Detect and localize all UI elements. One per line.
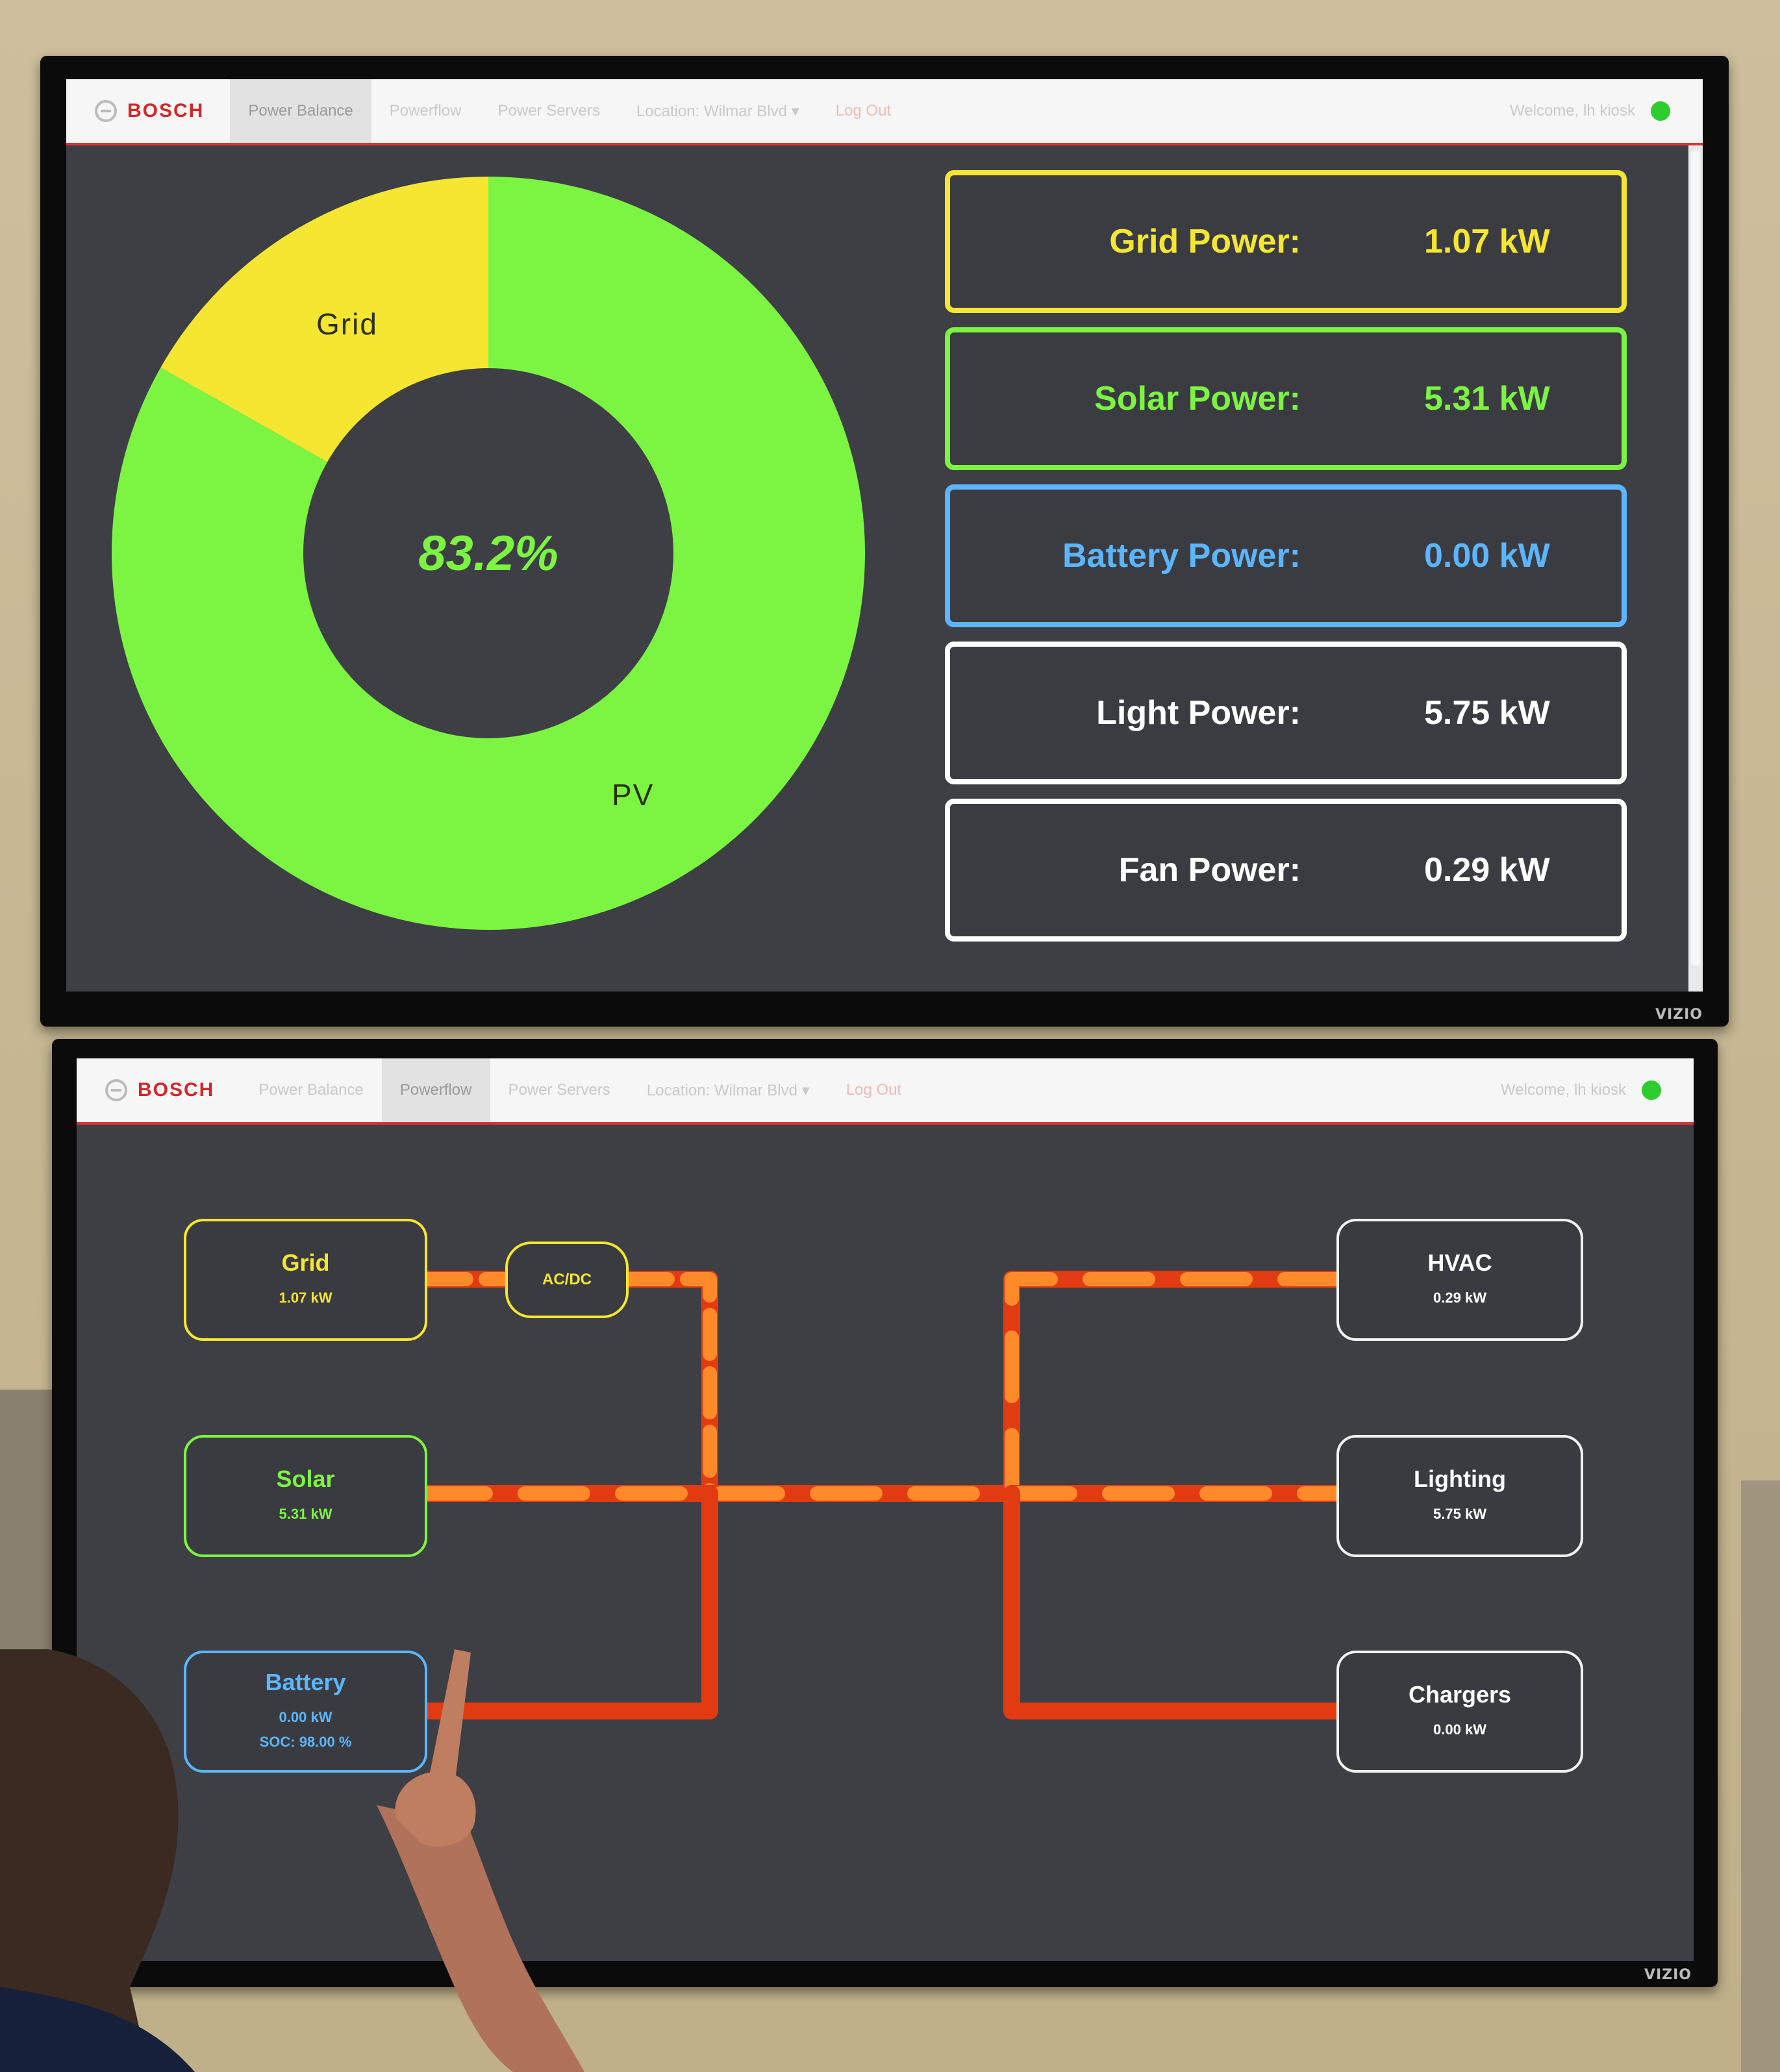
bottom-monitor: BOSCH Power Balance Powerflow Power Serv…	[52, 1039, 1718, 1987]
logo-text: BOSCH	[138, 1079, 215, 1101]
flow-bus-to-hvac	[1003, 1271, 1345, 1502]
powerflow-screen: BOSCH Power Balance Powerflow Power Serv…	[77, 1058, 1694, 1961]
welcome-text: Welcome, lh kiosk	[1501, 1081, 1626, 1099]
nav-power-servers[interactable]: Power Servers	[508, 1081, 610, 1099]
flow-grid-to-bus	[419, 1271, 718, 1502]
nav-location-dropdown[interactable]: Location: Wilmar Blvd ▾	[636, 102, 799, 120]
power-value: 0.29 kW	[1424, 851, 1550, 889]
node-value: 0.29 kW	[1433, 1290, 1486, 1306]
wall-edge	[1741, 1480, 1780, 2072]
node-name: HVAC	[1427, 1249, 1492, 1276]
hvac-node[interactable]: HVAC 0.29 kW	[1336, 1219, 1583, 1341]
fan-power-card: Fan Power: 0.29 kW	[945, 799, 1627, 942]
flow-battery-to-bus	[419, 1485, 718, 1719]
node-name: Lighting	[1414, 1466, 1506, 1492]
node-name: AC/DC	[542, 1271, 592, 1288]
user-area: Welcome, lh kiosk	[1510, 101, 1703, 121]
user-area: Welcome, lh kiosk	[1501, 1080, 1694, 1100]
node-value: 0.00 kW	[1433, 1721, 1486, 1738]
power-balance-screen: BOSCH Power Balance Powerflow Power Serv…	[66, 79, 1703, 992]
navbar: BOSCH Power Balance Powerflow Power Serv…	[77, 1058, 1694, 1125]
grid-power-card: Grid Power: 1.07 kW	[945, 170, 1627, 313]
nav-log-out[interactable]: Log Out	[835, 102, 892, 119]
flow-bus-to-chargers	[1003, 1485, 1345, 1719]
bosch-logo-icon	[105, 1079, 127, 1101]
top-monitor: BOSCH Power Balance Powerflow Power Serv…	[40, 56, 1729, 1027]
logo-text: BOSCH	[127, 100, 205, 121]
welcome-text: Welcome, lh kiosk	[1510, 102, 1635, 119]
nav-log-out[interactable]: Log Out	[846, 1081, 902, 1099]
power-label: Solar Power:	[1094, 380, 1301, 418]
grid-node[interactable]: Grid 1.07 kW	[184, 1219, 427, 1341]
lighting-node[interactable]: Lighting 5.75 kW	[1336, 1435, 1583, 1557]
chargers-node[interactable]: Chargers 0.00 kW	[1336, 1651, 1583, 1773]
navbar: BOSCH Power Balance Powerflow Power Serv…	[66, 79, 1703, 145]
slice-label-pv: PV	[612, 778, 655, 812]
logo[interactable]: BOSCH	[66, 79, 230, 143]
donut-svg	[111, 177, 866, 930]
battery-soc: SOC: 98.00 %	[259, 1734, 352, 1750]
slice-label-grid: Grid	[316, 307, 378, 341]
node-name: Grid	[281, 1249, 330, 1276]
power-value: 0.00 kW	[1424, 537, 1550, 575]
light-power-card: Light Power: 5.75 kW	[945, 642, 1627, 784]
nav-powerflow[interactable]: Powerflow	[381, 1058, 490, 1122]
battery-power-card: Battery Power: 0.00 kW	[945, 484, 1627, 627]
node-name: Battery	[265, 1669, 346, 1695]
node-name: Solar	[276, 1466, 335, 1492]
scrollbar[interactable]	[1688, 145, 1703, 992]
power-label: Grid Power:	[1109, 223, 1301, 260]
bosch-logo-icon	[95, 100, 117, 122]
power-value: 5.75 kW	[1424, 694, 1550, 732]
power-label: Light Power:	[1096, 694, 1301, 732]
node-name: Chargers	[1408, 1681, 1512, 1708]
person-pointing	[0, 1649, 584, 2072]
donut-slice-pv	[111, 177, 866, 930]
nav-power-balance[interactable]: Power Balance	[258, 1081, 364, 1099]
scrollbar-thumb[interactable]	[1691, 151, 1700, 966]
nav-power-servers[interactable]: Power Servers	[497, 102, 600, 119]
connection-status-icon	[1642, 1080, 1661, 1100]
nav-power-balance[interactable]: Power Balance	[230, 79, 371, 143]
node-value: 5.31 kW	[279, 1506, 332, 1522]
tv-brand-logo: VIZIO	[1655, 1006, 1703, 1023]
power-label: Battery Power:	[1062, 537, 1301, 575]
solar-node[interactable]: Solar 5.31 kW	[184, 1435, 427, 1557]
logo[interactable]: BOSCH	[77, 1058, 240, 1122]
nav-location-dropdown[interactable]: Location: Wilmar Blvd ▾	[646, 1081, 810, 1099]
nav-powerflow[interactable]: Powerflow	[389, 102, 462, 119]
acdc-converter-node[interactable]: AC/DC	[505, 1242, 629, 1318]
battery-node[interactable]: Battery 0.00 kW SOC: 98.00 %	[184, 1651, 427, 1773]
node-value: 1.07 kW	[279, 1290, 332, 1306]
donut-slice-grid	[160, 177, 488, 462]
power-balance-donut-chart: 83.2% Grid PV	[111, 177, 866, 930]
node-value: 0.00 kW	[279, 1709, 332, 1725]
power-value: 5.31 kW	[1424, 380, 1550, 418]
tv-brand-logo: VIZIO	[1644, 1967, 1692, 1983]
node-value: 5.75 kW	[1433, 1506, 1486, 1522]
connection-status-icon	[1651, 101, 1670, 121]
power-label: Fan Power:	[1118, 851, 1301, 889]
power-value: 1.07 kW	[1424, 223, 1550, 260]
power-flow-lines	[419, 1271, 1345, 1719]
donut-center-percentage: 83.2%	[418, 525, 558, 581]
solar-power-card: Solar Power: 5.31 kW	[945, 327, 1627, 470]
